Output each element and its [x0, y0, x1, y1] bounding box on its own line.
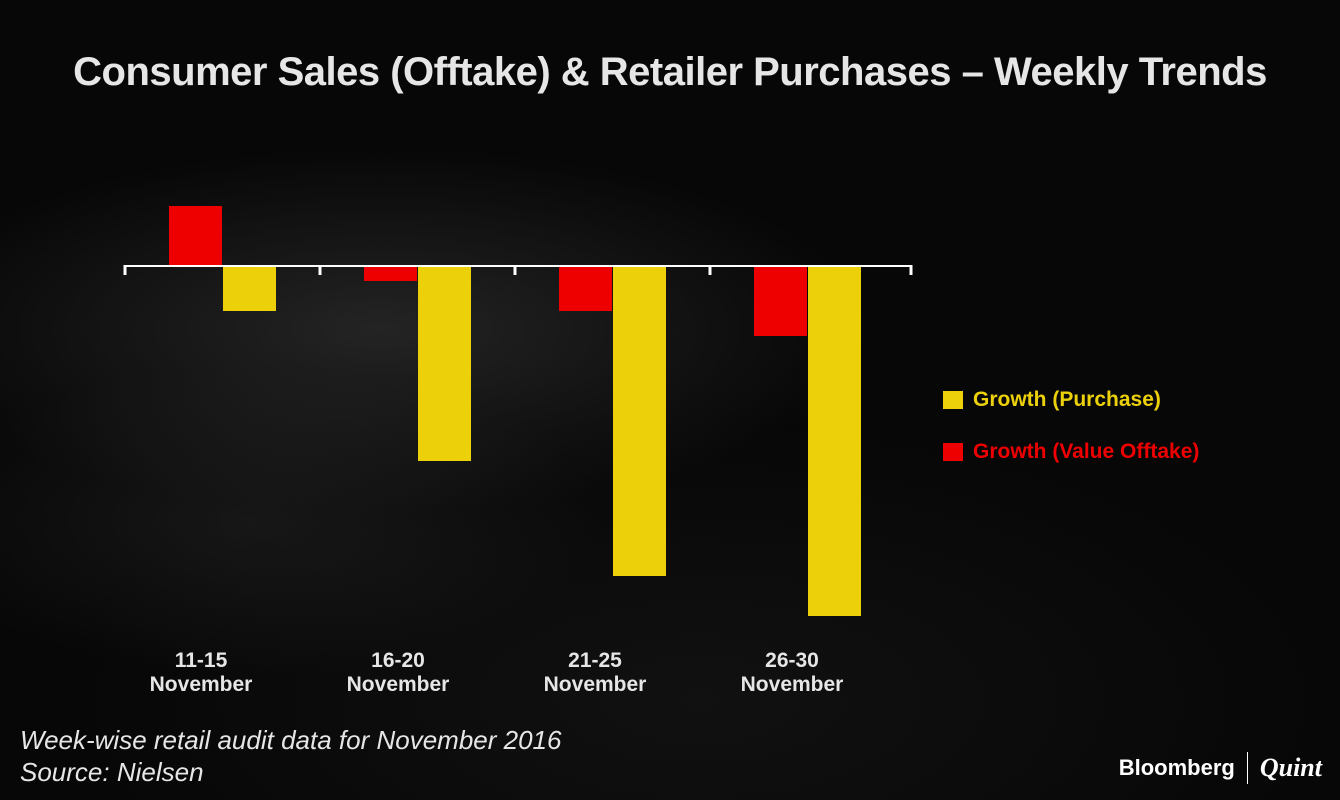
x-tick-label-2-line-1: 16-20 [371, 649, 425, 672]
brand-logo: Bloomberg Quint [1119, 752, 1322, 784]
bar-offtake-2 [364, 266, 417, 281]
brand-name-quint: Quint [1259, 753, 1322, 782]
brand-separator [1246, 752, 1248, 784]
footer-description: Week-wise retail audit data for November… [20, 725, 562, 755]
legend-swatch-offtake [943, 443, 963, 461]
x-tick-label-1-line-2: November [150, 673, 253, 696]
bar-purchase-1 [223, 266, 276, 311]
brand-name-bloomberg: Bloomberg [1118, 755, 1235, 780]
legend-item-purchase: Growth (Purchase) [943, 386, 1199, 414]
footer-source: Source: Nielsen [20, 757, 204, 787]
legend-label-purchase: Growth (Purchase) [973, 388, 1161, 411]
x-tick-label-2-line-2: November [347, 673, 450, 696]
legend-swatch-purchase [943, 391, 963, 409]
x-tick-label-1-line-1: 11-15 [175, 649, 228, 672]
x-tick-label-4-line-1: 26-30 [765, 649, 819, 672]
legend-item-offtake: Growth (Value Offtake) [943, 438, 1199, 466]
bar-purchase-2 [418, 266, 471, 461]
x-tick-label-4-line-2: November [741, 673, 844, 696]
chart-title: Consumer Sales (Offtake) & Retailer Purc… [73, 50, 1267, 94]
bar-offtake-1 [169, 206, 222, 266]
footer-notes: Week-wise retail audit data for November… [20, 724, 561, 788]
x-tick-label-3-line-1: 21-25 [568, 649, 622, 672]
legend: Growth (Purchase) Growth (Value Offtake) [943, 386, 1199, 490]
legend-label-offtake: Growth (Value Offtake) [973, 440, 1200, 463]
bar-offtake-3 [559, 266, 612, 311]
x-tick-label-3-line-2: November [544, 673, 647, 696]
bar-purchase-3 [613, 266, 666, 576]
bar-purchase-4 [808, 266, 861, 616]
bar-offtake-4 [754, 266, 807, 336]
